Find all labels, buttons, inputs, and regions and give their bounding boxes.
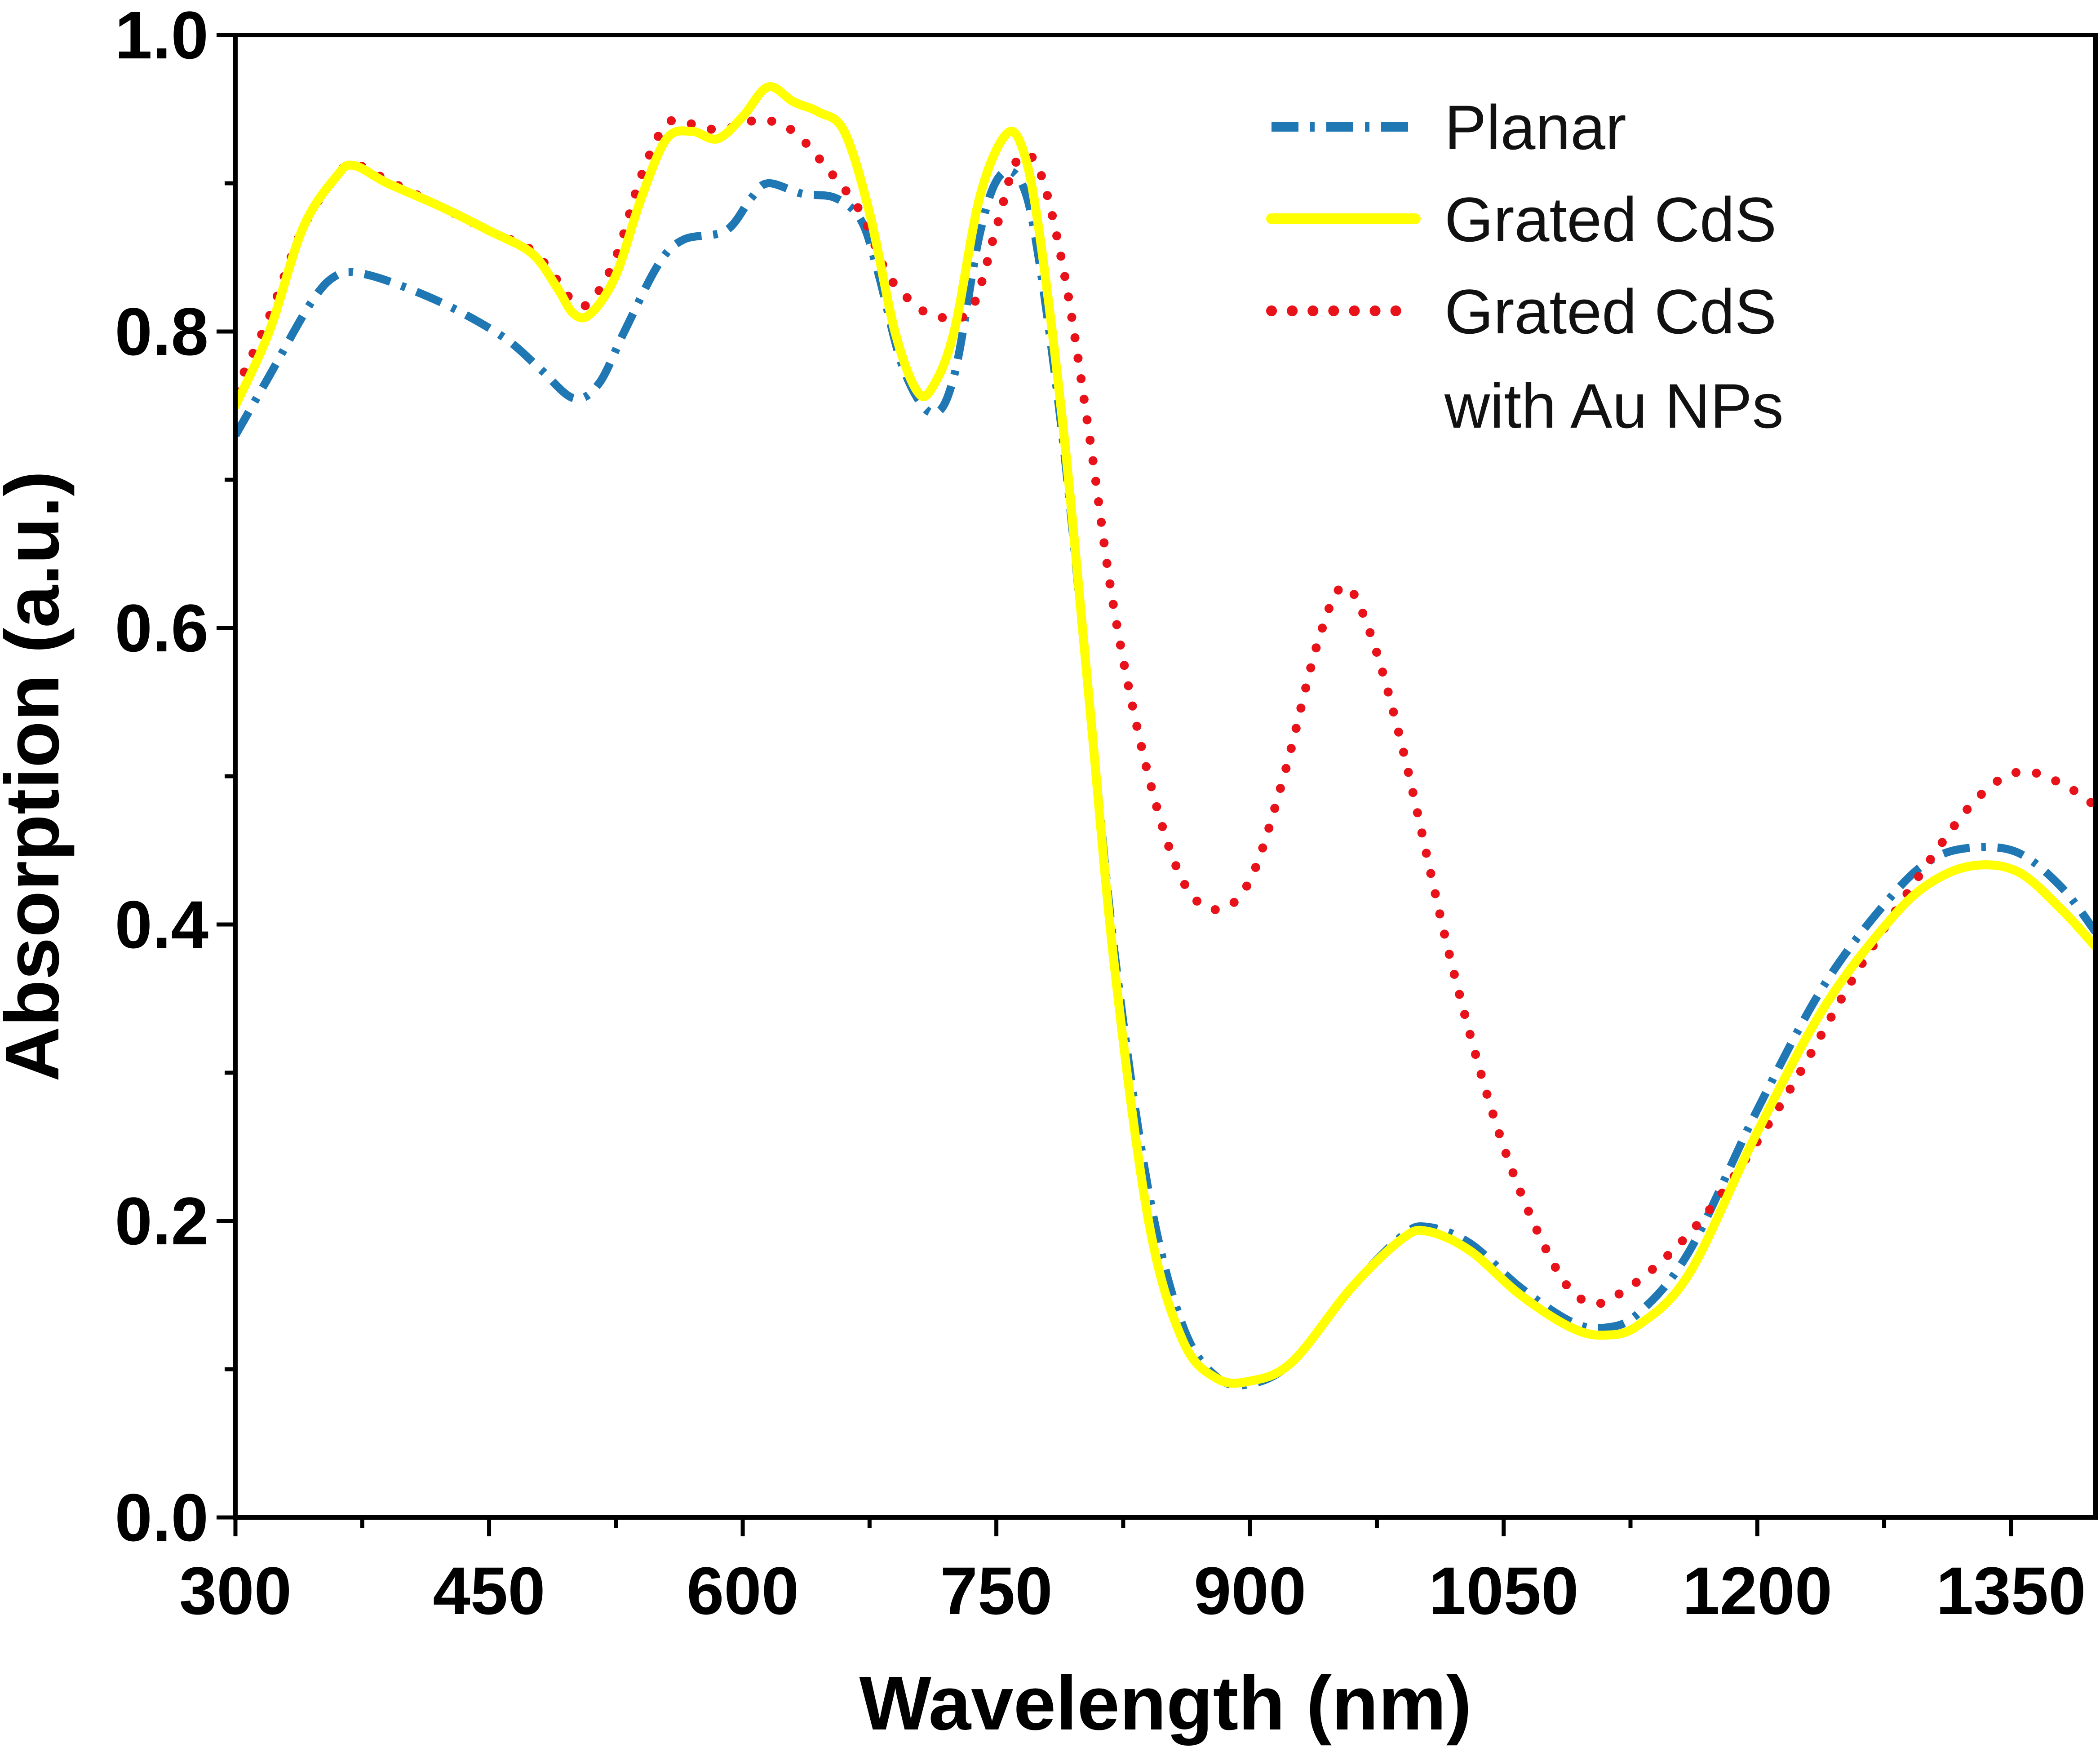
x-axis: 300 450 600 750 900 1050 1200 1350 (179, 1517, 2086, 1628)
x-tick-label: 900 (1194, 1553, 1306, 1628)
legend-label: Planar (1444, 92, 1626, 163)
x-tick-label: 300 (179, 1553, 292, 1628)
y-axis: 0.0 0.2 0.4 0.6 0.8 1.0 (115, 0, 235, 1555)
x-tick-label: 1200 (1682, 1553, 1832, 1628)
y-tick-label: 0.2 (115, 1183, 208, 1259)
x-tick-label: 1050 (1429, 1553, 1579, 1628)
y-tick-label: 0.8 (115, 294, 208, 369)
x-tick-label: 450 (433, 1553, 545, 1628)
legend-label: Grated CdS (1444, 276, 1777, 347)
y-tick-label: 0.4 (115, 887, 208, 962)
series-line-planar (235, 167, 2096, 1390)
y-axis-title: Absorption (a.u.) (0, 471, 75, 1082)
x-tick-label: 1350 (1936, 1553, 2086, 1628)
series-layer (235, 82, 2096, 1390)
legend-label: Grated CdS (1444, 184, 1777, 255)
x-axis-title: Wavelength (nm) (859, 1661, 1471, 1746)
y-tick-label: 0.0 (115, 1480, 208, 1555)
y-tick-label: 0.6 (115, 590, 208, 666)
x-tick-label: 750 (940, 1553, 1052, 1628)
x-tick-label: 600 (687, 1553, 799, 1628)
legend-label: with Au NPs (1444, 371, 1784, 441)
y-tick-label: 1.0 (115, 0, 208, 73)
series-line-grated-cds (235, 82, 2096, 1388)
series-line-grated-cds-with-au-nps (235, 115, 2096, 1309)
legend: Planar Grated CdS Grated CdS with Au NPs (1266, 92, 1784, 441)
